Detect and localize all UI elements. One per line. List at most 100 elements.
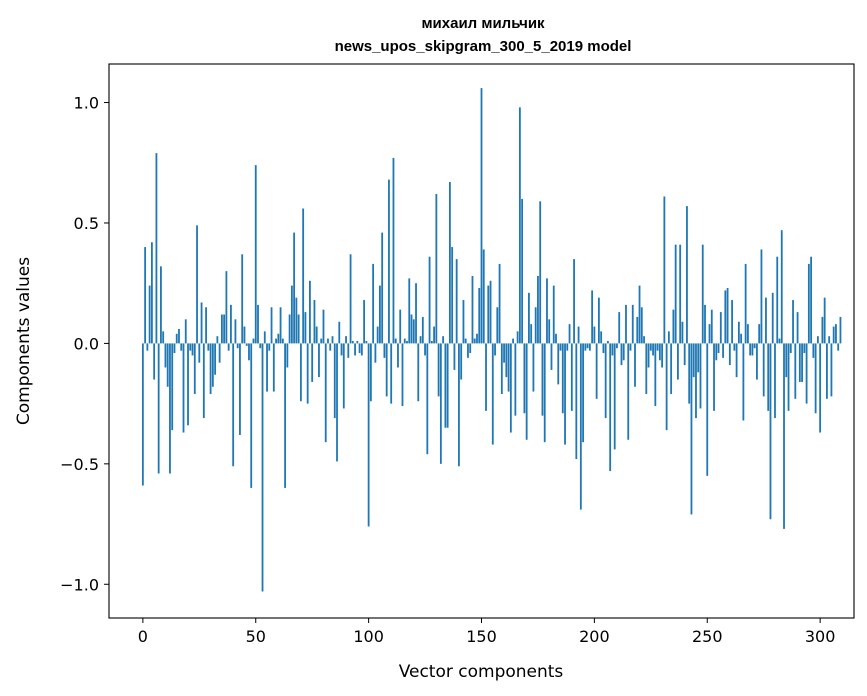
bar bbox=[478, 288, 481, 344]
bar bbox=[374, 343, 377, 363]
bar bbox=[654, 343, 657, 407]
bar bbox=[595, 343, 598, 399]
bar bbox=[683, 343, 686, 366]
bar bbox=[320, 338, 323, 344]
bar bbox=[656, 343, 659, 351]
bar bbox=[810, 256, 813, 344]
bar bbox=[588, 343, 591, 351]
bar bbox=[774, 343, 776, 419]
bar bbox=[442, 336, 445, 344]
bar bbox=[564, 343, 566, 445]
bar bbox=[290, 285, 293, 344]
bar bbox=[437, 343, 440, 397]
bar bbox=[473, 338, 476, 344]
bar bbox=[667, 331, 670, 344]
bar bbox=[686, 206, 688, 344]
bar bbox=[394, 338, 397, 344]
bar bbox=[688, 343, 691, 404]
bar bbox=[435, 194, 438, 344]
bar bbox=[665, 343, 668, 431]
bar bbox=[620, 343, 623, 366]
bar bbox=[232, 343, 235, 467]
bar bbox=[426, 343, 429, 455]
bar bbox=[169, 343, 171, 474]
bar bbox=[607, 341, 609, 344]
bar bbox=[424, 343, 426, 356]
bar bbox=[828, 336, 831, 344]
bar bbox=[223, 314, 226, 344]
bar bbox=[356, 341, 359, 344]
bar bbox=[444, 343, 447, 428]
bar bbox=[701, 244, 704, 344]
bar bbox=[767, 343, 770, 411]
bar bbox=[313, 300, 316, 344]
bar bbox=[708, 324, 711, 344]
x-tick-label: 100 bbox=[353, 627, 384, 646]
bar bbox=[160, 266, 162, 344]
bar bbox=[304, 312, 307, 344]
bar bbox=[372, 263, 375, 344]
bar bbox=[758, 324, 761, 344]
bar bbox=[189, 343, 192, 351]
bar bbox=[577, 326, 580, 344]
bar bbox=[765, 297, 767, 344]
bar bbox=[281, 338, 284, 344]
bar bbox=[193, 343, 196, 394]
bar bbox=[277, 333, 280, 344]
bar bbox=[600, 331, 603, 344]
bar bbox=[663, 196, 666, 344]
bar bbox=[491, 343, 494, 445]
bar bbox=[367, 343, 370, 527]
bar bbox=[733, 343, 736, 351]
bar bbox=[753, 343, 756, 349]
bar bbox=[162, 331, 165, 344]
bar bbox=[451, 247, 454, 344]
bar bbox=[327, 338, 329, 344]
bar bbox=[376, 326, 379, 344]
bar bbox=[566, 343, 569, 351]
bar bbox=[681, 321, 684, 344]
bar bbox=[528, 292, 530, 344]
bar bbox=[744, 263, 747, 344]
bar bbox=[369, 343, 372, 402]
bar bbox=[746, 324, 749, 344]
bar bbox=[148, 285, 151, 344]
bar bbox=[570, 343, 573, 411]
bar bbox=[146, 343, 149, 351]
bar bbox=[295, 297, 298, 344]
bar bbox=[458, 343, 460, 467]
bar bbox=[175, 333, 178, 344]
bar bbox=[816, 336, 819, 344]
bar bbox=[742, 343, 745, 421]
bar bbox=[180, 343, 183, 351]
bar bbox=[141, 343, 144, 486]
bar bbox=[514, 343, 517, 416]
bar bbox=[523, 343, 526, 414]
bar bbox=[202, 343, 205, 419]
bar bbox=[756, 343, 758, 380]
bar bbox=[205, 307, 207, 344]
bar bbox=[699, 343, 702, 409]
bar bbox=[476, 333, 478, 344]
plot-frame bbox=[108, 63, 855, 619]
bar bbox=[530, 324, 533, 344]
bar bbox=[731, 300, 733, 344]
bar bbox=[494, 343, 496, 356]
bar bbox=[230, 304, 232, 344]
bar bbox=[220, 314, 223, 344]
bar bbox=[541, 343, 544, 416]
bar bbox=[218, 343, 221, 363]
bar bbox=[331, 336, 334, 344]
bar bbox=[428, 256, 431, 344]
bar bbox=[532, 343, 535, 392]
bar bbox=[593, 326, 596, 344]
bar bbox=[302, 208, 305, 344]
bar bbox=[239, 343, 241, 435]
bar bbox=[480, 88, 483, 344]
bar bbox=[467, 343, 469, 358]
bar bbox=[430, 341, 433, 344]
x-tick-label: 150 bbox=[466, 627, 497, 646]
bar bbox=[780, 230, 783, 344]
bar bbox=[573, 259, 575, 344]
bar bbox=[268, 343, 271, 351]
